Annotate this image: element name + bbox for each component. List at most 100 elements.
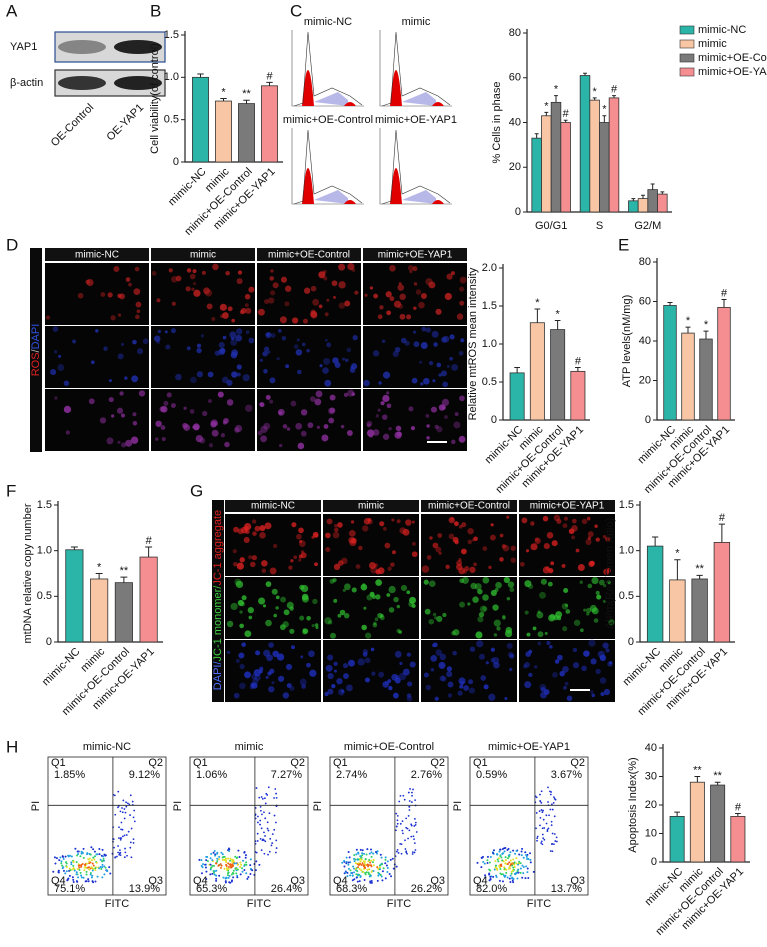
micro-image: [257, 263, 361, 325]
event: [251, 869, 254, 872]
cell: [312, 598, 318, 605]
event: [481, 855, 484, 858]
cell: [151, 271, 157, 276]
event: [124, 851, 127, 854]
event: [101, 863, 104, 866]
event: [535, 827, 537, 830]
cell: [362, 525, 369, 532]
event: [57, 871, 60, 874]
cell: [241, 595, 247, 601]
event: [536, 835, 539, 838]
cell: [234, 578, 242, 586]
cell: [442, 335, 450, 343]
panel-letter: C: [290, 1, 302, 20]
event: [495, 864, 498, 867]
event: [261, 839, 264, 842]
cell: [281, 335, 287, 341]
event: [238, 856, 241, 859]
event: [218, 874, 221, 877]
cell: [282, 692, 290, 699]
event: [132, 842, 135, 844]
event: [364, 866, 367, 869]
cell: [268, 686, 275, 693]
cell: [450, 271, 455, 276]
error-bar: [554, 319, 561, 330]
event: [77, 876, 80, 879]
cell: [260, 435, 268, 443]
event: [232, 876, 235, 879]
event: [370, 855, 373, 858]
cell: [269, 567, 277, 575]
cell: [279, 316, 287, 324]
cell: [331, 683, 336, 689]
cell: [285, 364, 290, 369]
event: [355, 848, 358, 851]
cell: [432, 612, 437, 617]
y-tick-label: 0: [651, 856, 657, 868]
y-tick-label: 1.0: [164, 71, 179, 83]
cell: [309, 669, 317, 677]
cell: [496, 626, 501, 631]
cell: [521, 517, 528, 524]
event: [123, 817, 126, 820]
event: [62, 857, 65, 860]
cell: [333, 669, 337, 673]
cell: [196, 371, 203, 378]
row-label: ROS/DAPI: [30, 324, 42, 377]
event: [75, 861, 78, 864]
histogram-axis: [291, 30, 364, 107]
cell: [605, 648, 610, 653]
event: [204, 863, 207, 866]
cell: [421, 326, 427, 332]
error-bar: [667, 301, 673, 306]
flow-x-label: FITC: [247, 898, 271, 910]
cell: [537, 610, 541, 614]
cell: [222, 335, 227, 340]
y-tick-label: 80: [509, 27, 521, 39]
event: [401, 820, 404, 823]
cell: [386, 593, 391, 597]
event: [413, 851, 416, 854]
bar: [689, 781, 705, 863]
cell: [586, 612, 590, 616]
event: [414, 799, 416, 802]
event: [65, 865, 68, 868]
event: [212, 871, 215, 874]
event: [353, 854, 356, 857]
cell: [332, 295, 337, 299]
event: [510, 863, 513, 866]
event: [227, 862, 230, 865]
quadrant-name: Q2: [430, 757, 445, 769]
cell: [337, 522, 343, 528]
event: [209, 873, 212, 876]
cell: [399, 661, 403, 666]
event: [103, 873, 106, 876]
cell: [409, 661, 416, 668]
cell: [442, 381, 449, 388]
cell: [132, 339, 137, 345]
event: [213, 873, 216, 876]
event: [88, 860, 91, 863]
event: [61, 864, 64, 867]
cell: [467, 527, 474, 535]
event: [343, 865, 346, 868]
cell: [483, 684, 489, 690]
event: [65, 862, 68, 865]
event: [231, 871, 234, 874]
event: [87, 880, 90, 883]
cell: [386, 391, 390, 395]
micro-image: [45, 263, 149, 325]
event: [353, 871, 356, 874]
event: [60, 862, 63, 865]
event: [62, 869, 65, 872]
cell: [214, 350, 221, 356]
cell: [355, 564, 361, 569]
event: [122, 799, 125, 802]
cell: [370, 647, 375, 652]
panel-letter: E: [618, 235, 629, 254]
cell: [348, 659, 355, 667]
event: [511, 869, 514, 872]
cell: [186, 268, 192, 273]
cell: [384, 542, 391, 549]
cell: [448, 516, 455, 524]
